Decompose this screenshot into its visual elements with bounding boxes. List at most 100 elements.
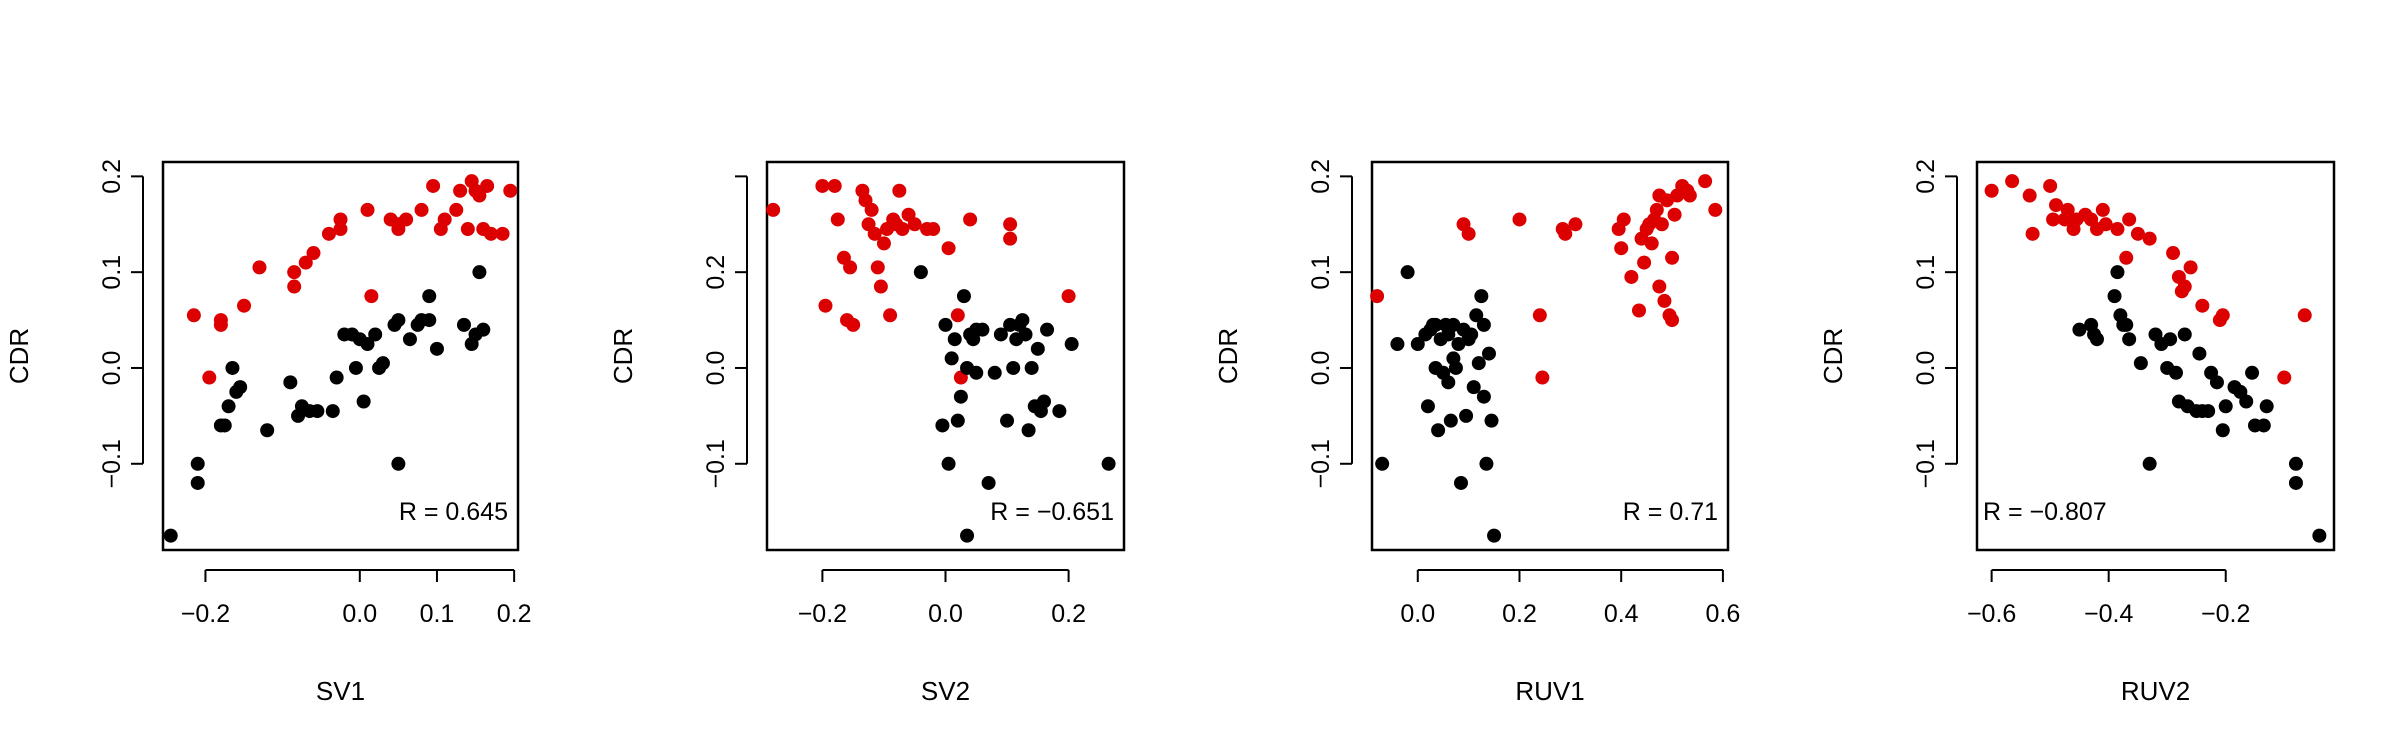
correlation-label: R = −0.651	[990, 498, 1114, 526]
data-point	[2177, 279, 2192, 294]
data-point	[1464, 327, 1479, 342]
data-point	[1061, 289, 1076, 304]
data-point	[472, 265, 487, 280]
y-tick-label: 0.2	[98, 159, 126, 194]
data-point	[2005, 174, 2020, 189]
data-point	[2166, 246, 2181, 261]
data-point	[422, 313, 437, 328]
data-point	[1479, 456, 1494, 471]
y-tick-label: −0.1	[702, 439, 730, 488]
data-point	[1461, 226, 1476, 241]
data-point	[1558, 226, 1573, 241]
data-point	[1632, 303, 1646, 318]
data-point	[2046, 212, 2061, 227]
data-point	[483, 226, 498, 241]
data-point	[2122, 212, 2137, 227]
data-point	[2215, 308, 2230, 323]
data-point	[827, 178, 842, 193]
data-point	[950, 308, 965, 323]
data-point	[941, 456, 956, 471]
y-tick-label: 0.1	[98, 255, 126, 290]
data-point	[2098, 217, 2113, 232]
data-point	[1052, 404, 1067, 419]
data-point	[1476, 389, 1491, 404]
x-tick-label: 0.0	[342, 600, 377, 628]
data-point	[329, 370, 344, 385]
data-point	[2043, 178, 2058, 193]
data-point	[846, 317, 861, 332]
data-point	[2130, 226, 2145, 241]
data-point	[402, 332, 417, 347]
data-point	[993, 327, 1008, 342]
x-tick-label: −0.6	[1967, 600, 2016, 628]
plot-frame	[161, 160, 520, 552]
data-point	[2022, 188, 2037, 203]
data-point	[981, 475, 996, 490]
x-tick-label: 0.4	[1604, 600, 1639, 628]
data-point	[2245, 365, 2260, 380]
y-tick-label: 0.1	[1912, 255, 1940, 290]
data-point	[414, 202, 429, 217]
data-point	[1370, 289, 1385, 304]
data-point	[391, 456, 406, 471]
data-point	[2119, 250, 2134, 265]
data-point	[956, 289, 971, 304]
data-point	[325, 404, 340, 419]
data-point	[907, 217, 922, 232]
data-point	[2288, 475, 2303, 490]
data-point	[1652, 279, 1667, 294]
data-point	[2201, 404, 2216, 419]
data-point	[1665, 313, 1680, 328]
data-point	[333, 212, 348, 227]
data-point	[815, 178, 830, 193]
x-axis-title: SV2	[921, 676, 970, 706]
x-axis-title: RUV2	[2121, 676, 2190, 706]
y-tick-label: 0.0	[98, 351, 126, 386]
y-tick-label: 0.2	[1912, 159, 1940, 194]
x-tick-label: 0.0	[1400, 600, 1435, 628]
data-point	[287, 279, 302, 294]
data-point	[310, 404, 325, 419]
data-point	[1040, 322, 1055, 337]
data-point	[1471, 356, 1486, 371]
y-tick-label: −0.1	[98, 439, 126, 488]
x-tick-label: −0.2	[2201, 600, 2250, 628]
data-point	[1644, 236, 1659, 251]
x-axis-title: SV1	[316, 676, 365, 706]
scatter-panel-3: 0.0 0.2 0.4 0.6 −0.1 0.0 0.1 0.2 RUV1 CDR R = 0.71	[1213, 159, 1740, 706]
data-point	[950, 413, 965, 428]
data-point	[298, 255, 313, 270]
data-point	[2049, 198, 2064, 213]
data-point	[2312, 528, 2327, 543]
y-tick-label: −0.1	[1307, 439, 1335, 488]
data-point	[476, 322, 491, 337]
data-point	[2256, 418, 2271, 433]
data-point	[1030, 341, 1045, 356]
data-point	[202, 370, 217, 385]
data-point	[2089, 332, 2104, 347]
data-point	[2095, 202, 2110, 217]
data-point	[947, 332, 962, 347]
data-point	[364, 289, 379, 304]
data-point	[2168, 365, 2183, 380]
data-point	[449, 202, 464, 217]
data-point	[1698, 174, 1713, 189]
data-point	[348, 360, 363, 375]
data-point	[1400, 265, 1415, 280]
data-point	[1018, 327, 1033, 342]
data-point	[453, 183, 468, 198]
data-point	[843, 260, 858, 275]
data-point	[375, 356, 390, 371]
data-point	[1512, 212, 1527, 227]
data-point	[495, 226, 510, 241]
data-point	[963, 212, 978, 227]
data-point	[2209, 375, 2224, 390]
data-point	[1532, 308, 1547, 323]
data-point	[2183, 260, 2198, 275]
scatter-panel-1: −0.2 0.0 0.1 0.2 −0.1 0.0 0.1 0.2 SV1 CDR R = 0.64…	[4, 159, 532, 706]
data-point	[2122, 332, 2137, 347]
data-point	[306, 246, 321, 261]
data-point	[1000, 413, 1015, 428]
data-point	[252, 260, 267, 275]
